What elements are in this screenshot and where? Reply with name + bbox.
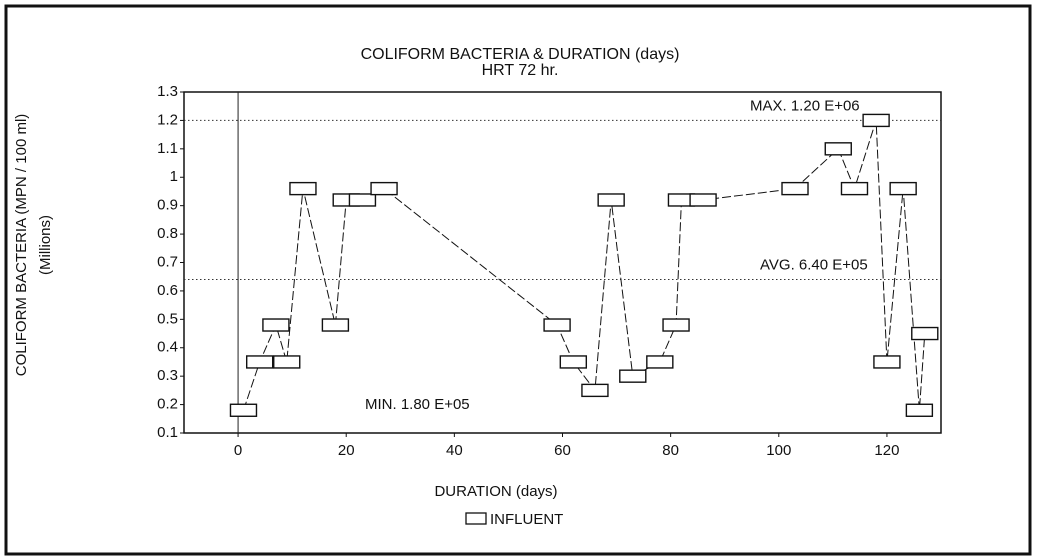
legend-swatch bbox=[465, 512, 487, 525]
data-point bbox=[245, 355, 274, 369]
data-point bbox=[597, 193, 625, 207]
data-point bbox=[840, 181, 869, 196]
data-point bbox=[862, 113, 890, 128]
data-point bbox=[370, 181, 398, 196]
data-point bbox=[889, 181, 917, 196]
data-point bbox=[543, 318, 571, 332]
y-tick-label: 0.8 bbox=[157, 225, 178, 242]
data-point bbox=[559, 355, 588, 369]
x-tick-label: 60 bbox=[554, 442, 571, 459]
x-tick-label: 20 bbox=[338, 442, 355, 459]
y-tick-label: 1 bbox=[170, 168, 178, 185]
y-tick-label: 0.6 bbox=[157, 282, 178, 299]
data-point bbox=[873, 355, 901, 369]
chart-title: COLIFORM BACTERIA & DURATION (days) bbox=[361, 46, 680, 63]
reference-label: AVG. 6.40 E+05 bbox=[760, 257, 868, 274]
x-tick-label: 100 bbox=[766, 442, 791, 459]
y-tick-label: 0.9 bbox=[157, 197, 178, 214]
x-tick-label: 0 bbox=[234, 442, 242, 459]
data-point bbox=[262, 318, 290, 332]
y-tick-label: 1.3 bbox=[157, 83, 178, 100]
data-line bbox=[243, 120, 926, 411]
y-tick-label: 1.1 bbox=[157, 140, 178, 157]
data-point bbox=[905, 403, 934, 417]
y-axis-label: COLIFORM BACTERIA (MPN / 100 ml) bbox=[13, 114, 30, 377]
frame bbox=[4, 4, 1032, 556]
data-point bbox=[619, 369, 647, 383]
data-point bbox=[689, 193, 717, 207]
y-tick-label: 0.3 bbox=[157, 367, 178, 384]
data-point bbox=[348, 193, 377, 207]
data-point bbox=[321, 318, 350, 332]
y-tick-label: 0.1 bbox=[157, 424, 178, 441]
data-point bbox=[229, 403, 258, 417]
x-tick-label: 80 bbox=[662, 442, 679, 459]
reference-label: MAX. 1.20 E+06 bbox=[750, 97, 860, 114]
x-axis-label: DURATION (days) bbox=[434, 483, 557, 500]
data-point bbox=[581, 383, 609, 398]
y-tick-label: 0.5 bbox=[157, 310, 178, 327]
data-point bbox=[911, 326, 939, 341]
y-tick-label: 0.4 bbox=[157, 339, 178, 356]
data-point bbox=[824, 142, 852, 156]
legend-label: INFLUENT bbox=[490, 511, 563, 528]
data-point bbox=[646, 355, 674, 369]
x-tick-label: 120 bbox=[874, 442, 899, 459]
y-tick-label: 0.2 bbox=[157, 396, 178, 413]
x-tick-label: 40 bbox=[446, 442, 463, 459]
data-point bbox=[273, 355, 301, 369]
y-tick-label: 1.2 bbox=[157, 111, 178, 128]
data-point bbox=[662, 318, 690, 332]
y-tick-label: 0.7 bbox=[157, 253, 178, 270]
annotation: MIN. 1.80 E+05 bbox=[365, 396, 470, 413]
data-point bbox=[781, 181, 809, 196]
chart-subtitle: HRT 72 hr. bbox=[482, 62, 559, 79]
y-axis-units: (Millions) bbox=[37, 215, 54, 275]
data-point bbox=[289, 181, 317, 196]
